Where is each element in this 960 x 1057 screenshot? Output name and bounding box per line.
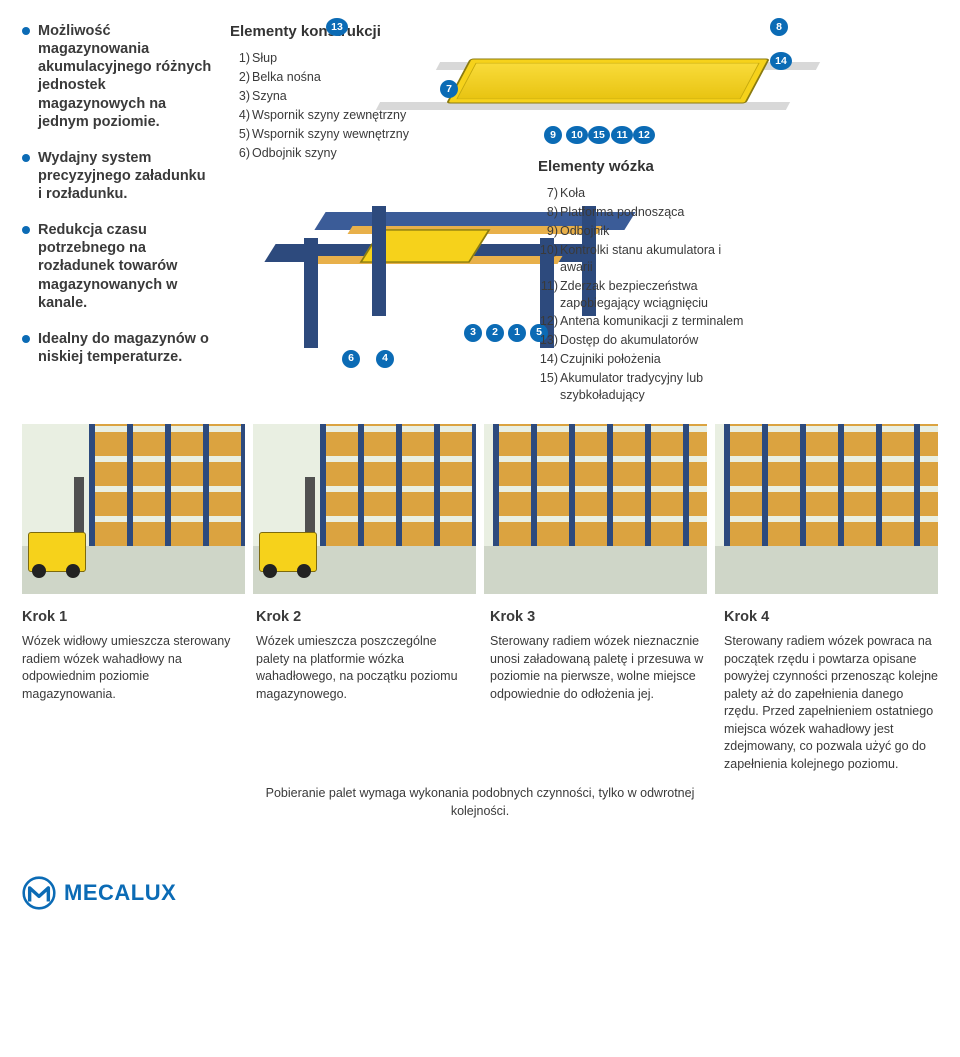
cart-panel: Elementy wózka 7)Koła 8)Platforma podnos… xyxy=(538,157,753,404)
callout-bubble: 13 xyxy=(326,18,348,36)
cart-item: 10)Kontrolki stanu akumulatora i awarii xyxy=(538,242,753,276)
callout-bubble: 9 xyxy=(544,126,562,144)
step-body: Wózek widłowy umieszcza sterowany radiem… xyxy=(22,633,236,703)
step-text-row: Krok 1 Wózek widłowy umieszcza sterowany… xyxy=(0,594,960,782)
page: Możliwość magazynowania akumulacyjnego r… xyxy=(0,0,960,930)
cart-item: 11)Zderzak bezpieczeństwa zapobiegający … xyxy=(538,278,753,312)
callout-bubble: 4 xyxy=(376,350,394,368)
cart-item: 12)Antena komunikacji z terminalem xyxy=(538,313,753,330)
step-body: Sterowany radiem wózek powraca na począt… xyxy=(724,633,938,773)
benefits-list: Możliwość magazynowania akumulacyjnego r… xyxy=(22,22,212,406)
cart-item: 13)Dostęp do akumulatorów xyxy=(538,332,753,349)
callout-bubble: 10 xyxy=(566,126,588,144)
step-image-3 xyxy=(484,424,707,594)
cart-title: Elementy wózka xyxy=(538,157,753,177)
callout-bubble: 14 xyxy=(770,52,792,70)
callout-bubble: 12 xyxy=(633,126,655,144)
step-images-row xyxy=(0,406,960,594)
retrieval-note-row: Pobieranie palet wymaga wykonania podobn… xyxy=(0,781,960,828)
step-title: Krok 1 xyxy=(22,608,236,628)
cart-diagram-col: 137910151112814 Elementy wózka 7)Koła 8)… xyxy=(498,22,938,406)
cart-item: 9)Odbojnik xyxy=(538,223,753,240)
logo-text: MECALUX xyxy=(64,878,176,908)
step-4: Krok 4 Sterowany radiem wózek powraca na… xyxy=(724,608,938,774)
benefit-item: Wydajny system precyzyjnego załadunku i … xyxy=(22,149,212,203)
cart-item: 7)Koła xyxy=(538,185,753,202)
top-section: Możliwość magazynowania akumulacyjnego r… xyxy=(0,0,960,406)
step-2: Krok 2 Wózek umieszcza poszczególne pale… xyxy=(256,608,470,774)
benefit-item: Redukcja czasu potrzebnego na rozładunek… xyxy=(22,221,212,312)
step-1: Krok 1 Wózek widłowy umieszcza sterowany… xyxy=(22,608,236,774)
mecalux-icon xyxy=(22,876,56,910)
callout-bubble: 3 xyxy=(464,324,482,342)
cart-item: 14)Czujniki położenia xyxy=(538,351,753,368)
retrieval-note: Pobieranie palet wymaga wykonania podobn… xyxy=(256,785,705,820)
callout-bubble: 8 xyxy=(770,18,788,36)
construction-item: 6)Odbojnik szyny xyxy=(230,145,480,162)
callout-bubble: 6 xyxy=(342,350,360,368)
step-body: Sterowany radiem wózek nieznacznie unosi… xyxy=(490,633,704,703)
cart-item: 8)Platforma podnosząca xyxy=(538,204,753,221)
callout-bubble: 11 xyxy=(611,126,633,144)
step-title: Krok 4 xyxy=(724,608,938,628)
step-3: Krok 3 Sterowany radiem wózek nieznaczni… xyxy=(490,608,704,774)
benefit-item: Możliwość magazynowania akumulacyjnego r… xyxy=(22,22,212,131)
step-body: Wózek umieszcza poszczególne palety na p… xyxy=(256,633,470,703)
step-title: Krok 2 xyxy=(256,608,470,628)
step-image-2 xyxy=(253,424,476,594)
callout-bubble: 15 xyxy=(588,126,610,144)
cart-list: 7)Koła 8)Platforma podnosząca 9)Odbojnik… xyxy=(538,185,753,404)
step-image-1 xyxy=(22,424,245,594)
logo: MECALUX xyxy=(0,828,960,930)
step-title: Krok 3 xyxy=(490,608,704,628)
cart-diagram: 137910151112814 xyxy=(318,22,778,147)
benefit-item: Idealny do magazynów o niskiej temperatu… xyxy=(22,330,212,366)
cart-item: 15)Akumulator tradycyjny lub szybkoładuj… xyxy=(538,370,753,404)
callout-bubble: 7 xyxy=(440,80,458,98)
step-image-4 xyxy=(715,424,938,594)
